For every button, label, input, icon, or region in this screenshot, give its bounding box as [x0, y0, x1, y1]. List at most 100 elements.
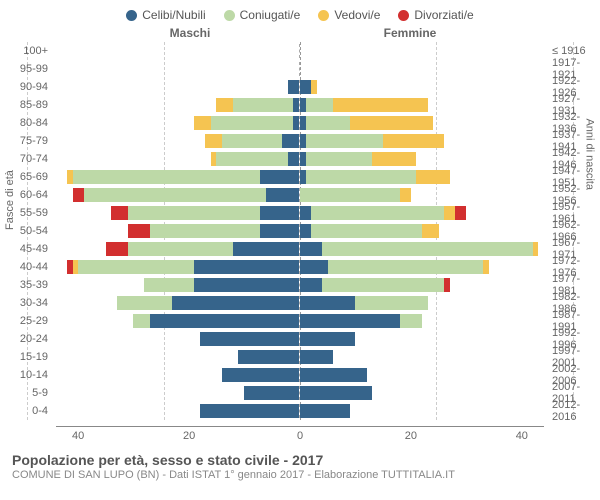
- bar-segment: [306, 98, 334, 112]
- bar-segment: [205, 134, 222, 148]
- age-label: 95-99: [0, 63, 52, 75]
- legend-swatch: [126, 10, 137, 21]
- bar-segment: [533, 242, 539, 256]
- bar-segment: [300, 386, 372, 400]
- female-half: [300, 278, 544, 292]
- chart-row: 60-641952-1956: [56, 186, 544, 204]
- male-half: [56, 404, 300, 418]
- female-half: [300, 242, 544, 256]
- bar-segment: [117, 296, 172, 310]
- x-tick: 20: [405, 430, 417, 442]
- bar-segment: [244, 386, 299, 400]
- legend-item: Vedovi/e: [318, 8, 380, 22]
- x-tick: 40: [72, 430, 84, 442]
- chart-title: Popolazione per età, sesso e stato civil…: [12, 452, 588, 468]
- chart-row: 20-241992-1996: [56, 330, 544, 348]
- bar-segment: [483, 260, 489, 274]
- age-label: 65-69: [0, 171, 52, 183]
- legend-swatch: [318, 10, 329, 21]
- age-label: 85-89: [0, 99, 52, 111]
- male-half: [56, 350, 300, 364]
- female-half: [300, 386, 544, 400]
- bar-segment: [444, 278, 450, 292]
- bar-segment: [216, 152, 288, 166]
- bar-segment: [300, 242, 322, 256]
- chart-row: 10-142002-2006: [56, 366, 544, 384]
- age-label: 30-34: [0, 297, 52, 309]
- bar-segment: [200, 404, 299, 418]
- male-half: [56, 188, 300, 202]
- female-half: [300, 98, 544, 112]
- bar-segment: [422, 224, 439, 238]
- bar-segment: [222, 368, 299, 382]
- male-half: [56, 206, 300, 220]
- chart-row: 30-341982-1986: [56, 294, 544, 312]
- legend-item: Divorziati/e: [398, 8, 473, 22]
- chart-row: 50-541962-1966: [56, 222, 544, 240]
- bar-segment: [73, 170, 261, 184]
- bar-segment: [416, 170, 449, 184]
- male-half: [56, 296, 300, 310]
- age-label: 0-4: [0, 405, 52, 417]
- bar-segment: [133, 314, 150, 328]
- bar-segment: [288, 80, 299, 94]
- chart-row: 5-92007-2011: [56, 384, 544, 402]
- bar-segment: [200, 332, 299, 346]
- legend: Celibi/NubiliConiugati/eVedovi/eDivorzia…: [0, 0, 600, 26]
- male-half: [56, 368, 300, 382]
- male-half: [56, 152, 300, 166]
- female-half: [300, 116, 544, 130]
- bar-segment: [128, 206, 261, 220]
- bar-segment: [306, 134, 384, 148]
- bar-segment: [106, 242, 128, 256]
- bar-segment: [216, 98, 233, 112]
- bar-segment: [322, 278, 444, 292]
- age-label: 15-19: [0, 351, 52, 363]
- chart-footer: Popolazione per età, sesso e stato civil…: [0, 448, 600, 481]
- chart-row: 35-391977-1981: [56, 276, 544, 294]
- female-half: [300, 170, 544, 184]
- bar-segment: [383, 134, 444, 148]
- age-label: 70-74: [0, 153, 52, 165]
- bar-segment: [78, 260, 194, 274]
- bar-segment: [266, 188, 299, 202]
- bar-segment: [293, 98, 299, 112]
- bar-segment: [311, 80, 317, 94]
- chart-row: 15-191997-2001: [56, 348, 544, 366]
- bar-segment: [300, 296, 355, 310]
- chart-row: 65-691947-1951: [56, 168, 544, 186]
- bar-segment: [222, 134, 283, 148]
- female-half: [300, 332, 544, 346]
- bar-segment: [400, 314, 422, 328]
- x-tick: 0: [297, 430, 303, 442]
- age-label: 45-49: [0, 243, 52, 255]
- female-half: [300, 260, 544, 274]
- legend-swatch: [224, 10, 235, 21]
- bar-segment: [150, 314, 299, 328]
- legend-item: Coniugati/e: [224, 8, 301, 22]
- chart-row: 45-491967-1971: [56, 240, 544, 258]
- female-half: [300, 62, 544, 76]
- bar-segment: [300, 80, 311, 94]
- x-tick: 40: [516, 430, 528, 442]
- bar-segment: [355, 296, 427, 310]
- bar-segment: [300, 368, 367, 382]
- age-label: 100+: [0, 45, 52, 57]
- chart-source: COMUNE DI SAN LUPO (BN) - Dati ISTAT 1° …: [12, 468, 588, 481]
- chart-row: 80-841932-1936: [56, 114, 544, 132]
- male-half: [56, 224, 300, 238]
- legend-label: Coniugati/e: [240, 8, 301, 22]
- bar-segment: [300, 314, 400, 328]
- bar-segment: [288, 152, 299, 166]
- male-half: [56, 134, 300, 148]
- bar-segment: [233, 98, 294, 112]
- chart-row: 90-941922-1926: [56, 78, 544, 96]
- bar-segment: [444, 206, 455, 220]
- bar-segment: [84, 188, 266, 202]
- bar-segment: [300, 278, 322, 292]
- female-half: [300, 350, 544, 364]
- label-male: Maschi: [80, 26, 300, 40]
- bar-segment: [150, 224, 260, 238]
- male-half: [56, 116, 300, 130]
- bar-segment: [311, 224, 422, 238]
